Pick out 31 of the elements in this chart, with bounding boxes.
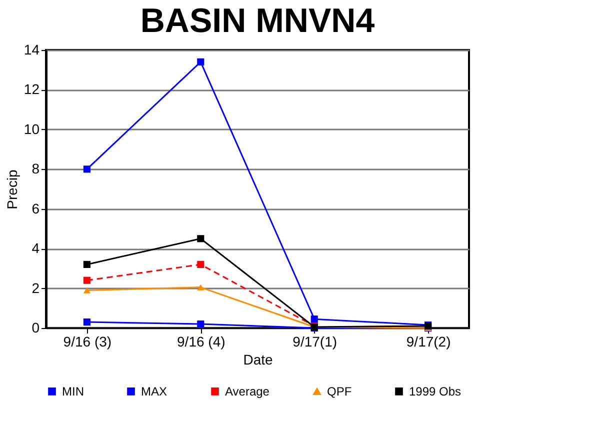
x-tick-label: 9/17(1) xyxy=(292,334,338,350)
x-tick-label: 9/16 (4) xyxy=(177,334,226,350)
point xyxy=(83,287,90,294)
point xyxy=(197,235,204,242)
y-tick-label: 0 xyxy=(32,320,40,336)
x-tick-label: 9/16 (3) xyxy=(63,334,112,350)
legend-label: MAX xyxy=(141,384,168,398)
y-tick-label: 2 xyxy=(32,280,40,296)
y-tick-label: 10 xyxy=(24,120,40,137)
point xyxy=(197,58,204,66)
point xyxy=(83,260,90,268)
y-tick-label: 6 xyxy=(32,200,40,216)
legend-label: MIN xyxy=(62,384,84,398)
point xyxy=(83,166,90,173)
x-tick-label: 9/17(2) xyxy=(406,334,451,350)
legend-label: Average xyxy=(225,384,270,398)
point xyxy=(197,284,204,290)
point xyxy=(197,320,204,328)
point xyxy=(310,316,318,323)
y-axis-title: Precip xyxy=(4,169,20,210)
chart-title: BASIN MNVN4 xyxy=(140,2,375,40)
point xyxy=(83,318,90,326)
y-tick-label: 14 xyxy=(24,42,40,58)
point xyxy=(83,276,90,284)
point xyxy=(197,260,204,268)
legend-label: 1999 Obs xyxy=(409,384,462,398)
x-axis-title: Date xyxy=(243,352,273,368)
legend-label: QPF xyxy=(327,384,352,398)
y-tick-label: 8 xyxy=(32,160,40,177)
y-tick-label: 12 xyxy=(24,81,40,98)
y-tick-label: 4 xyxy=(32,240,40,256)
